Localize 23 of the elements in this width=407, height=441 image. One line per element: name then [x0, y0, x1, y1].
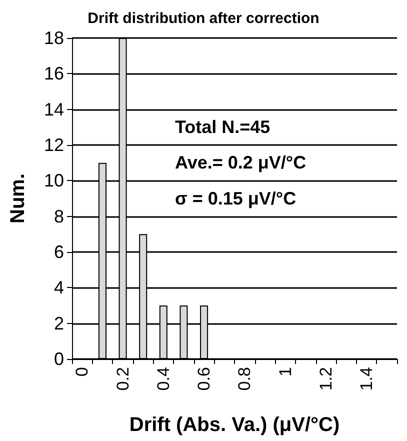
x-axis-title: Drift (Abs. Va.) (μV/°C): [129, 414, 340, 436]
y-tick-label: 4: [54, 278, 64, 298]
y-tick-label: 12: [44, 135, 64, 155]
y-tick-label: 8: [54, 206, 64, 226]
y-tick-label: 16: [44, 64, 64, 84]
annotation: σ = 0.15 μV/°C: [175, 188, 296, 208]
y-axis-title: Num.: [7, 174, 29, 224]
y-tick-label: 14: [44, 99, 64, 120]
annotation: Total N.=45: [175, 117, 270, 137]
x-tick-label: 1.4: [357, 367, 376, 391]
x-tick-label: 0: [72, 367, 92, 376]
x-tick-label: 1: [276, 367, 295, 376]
x-tick-label: 0.6: [194, 367, 214, 391]
y-tick-label: 6: [54, 242, 64, 262]
y-tick-label: 10: [44, 170, 64, 191]
annotation: Ave.= 0.2 μV/°C: [175, 152, 306, 173]
y-tick-label: 18: [44, 28, 64, 48]
x-tick-label: 0.8: [235, 367, 254, 391]
y-tick-label: 2: [54, 313, 64, 334]
chart-title: Drift distribution after correction: [88, 10, 320, 27]
x-tick-label: 1.2: [316, 367, 336, 391]
x-tick-label: 0.4: [154, 367, 173, 391]
x-tick-label: 0.2: [113, 367, 132, 391]
